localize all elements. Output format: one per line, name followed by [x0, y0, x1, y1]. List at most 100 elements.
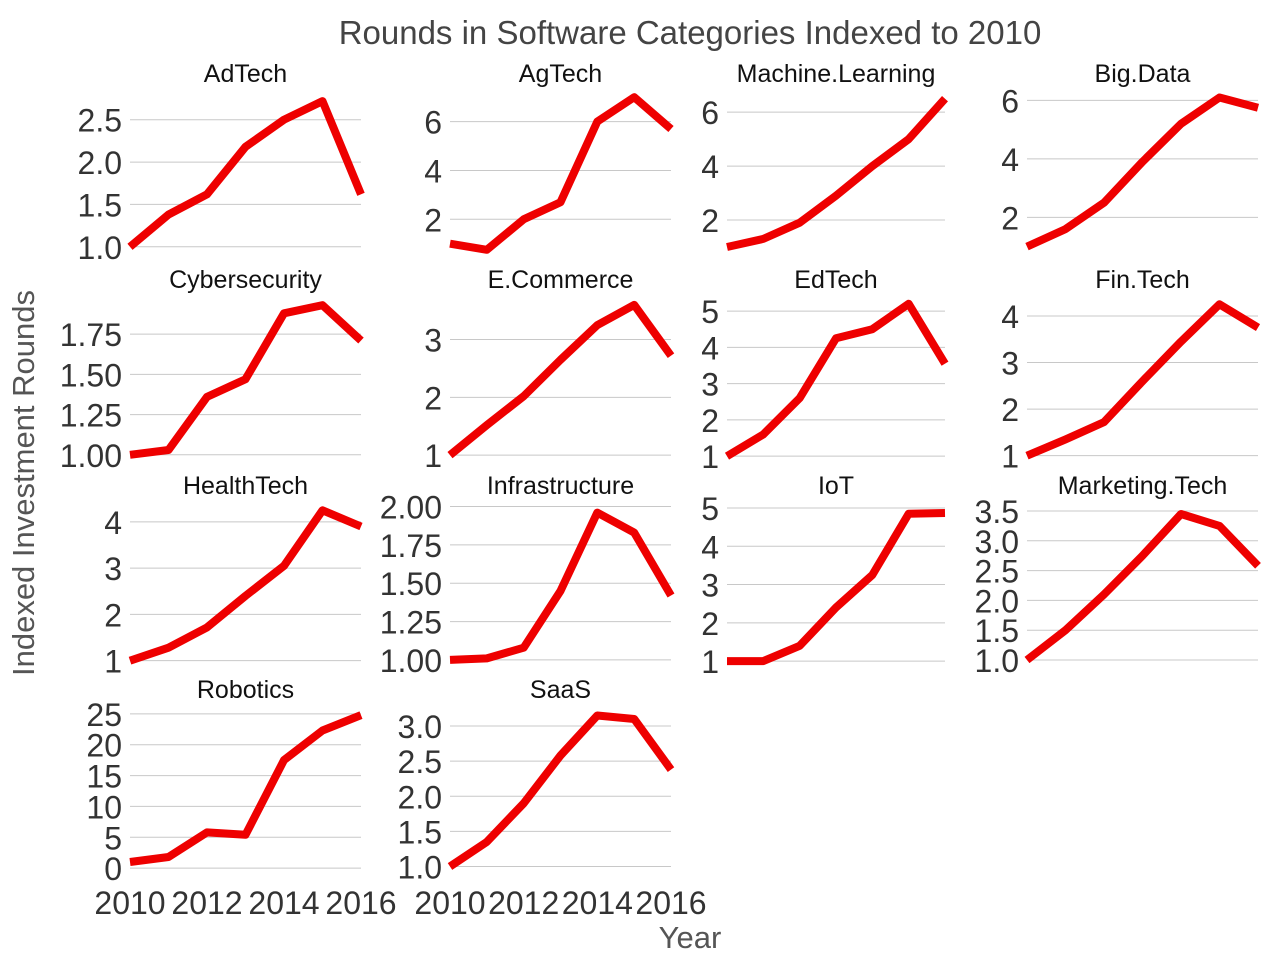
series-line-robotics — [129, 711, 363, 866]
series-line-big-data — [1025, 93, 1260, 251]
y-tick-label-saas-2: 2.0 — [398, 779, 442, 815]
y-tick-label-edtech-4: 5 — [701, 294, 719, 330]
series-line-adtech — [127, 97, 365, 250]
y-tick-label-agtech-0: 2 — [424, 202, 442, 238]
y-tick-label-infrastructure-3: 1.75 — [380, 528, 442, 564]
y-tick-label-e-commerce-0: 1 — [424, 438, 442, 474]
series-line-infrastructure — [449, 508, 675, 664]
y-tick-label-edtech-1: 2 — [701, 403, 719, 439]
series-line-saas — [447, 711, 675, 870]
y-tick-label-healthtech-3: 4 — [104, 505, 122, 541]
panel-cybersecurity: Cybersecurity 1.00 1.25 1.50 1.75 — [60, 266, 364, 474]
series-line-machine-learning — [726, 96, 948, 251]
panel-title-infrastructure: Infrastructure — [487, 472, 634, 500]
y-tick-label-big-data-2: 6 — [1001, 83, 1019, 119]
panel-healthtech: HealthTech 1 2 3 4 — [104, 472, 363, 680]
panel-e-commerce: E.Commerce 1 2 3 — [424, 266, 675, 474]
y-tick-label-robotics-2: 10 — [86, 789, 122, 825]
y-tick-label-saas-1: 1.5 — [398, 814, 442, 850]
y-tick-label-fin-tech-0: 1 — [1001, 439, 1019, 475]
y-tick-label-fin-tech-2: 3 — [1001, 346, 1019, 382]
x-tick-label-robotics-1: 2012 — [171, 885, 242, 921]
y-tick-label-marketing-tech-3: 2.5 — [975, 554, 1019, 590]
panel-title-saas: SaaS — [530, 676, 591, 704]
y-tick-label-marketing-tech-1: 1.5 — [975, 613, 1019, 649]
y-tick-label-infrastructure-4: 2.00 — [380, 489, 442, 525]
y-tick-label-machine-learning-0: 2 — [701, 203, 719, 239]
y-tick-label-robotics-1: 5 — [104, 820, 122, 856]
y-tick-label-edtech-3: 4 — [701, 330, 719, 366]
y-tick-label-iot-2: 3 — [701, 568, 719, 604]
y-tick-label-iot-4: 5 — [701, 491, 719, 527]
y-tick-label-saas-3: 2.5 — [398, 744, 442, 780]
panel-title-edtech: EdTech — [794, 266, 877, 294]
y-tick-label-e-commerce-2: 3 — [424, 323, 442, 359]
y-tick-label-adtech-1: 1.5 — [78, 187, 122, 223]
series-line-healthtech — [128, 506, 363, 665]
series-line-marketing-tech — [1024, 510, 1261, 664]
y-tick-label-cybersecurity-2: 1.50 — [60, 357, 122, 393]
y-tick-label-adtech-0: 1.0 — [78, 230, 122, 266]
y-tick-label-robotics-0: 0 — [104, 851, 122, 887]
panel-title-fin-tech: Fin.Tech — [1095, 266, 1189, 294]
series-line-e-commerce — [447, 300, 675, 459]
y-tick-label-iot-1: 2 — [701, 606, 719, 642]
y-tick-label-agtech-1: 4 — [424, 153, 442, 189]
series-line-agtech — [449, 93, 674, 254]
panel-fin-tech: Fin.Tech 1 2 3 4 — [1001, 266, 1261, 475]
y-tick-label-healthtech-0: 1 — [104, 644, 122, 680]
panel-saas: SaaS 1.01.52.02.53.0 2010 2012 2014 2016 — [398, 676, 707, 921]
y-tick-label-robotics-4: 20 — [86, 728, 122, 764]
y-tick-label-adtech-2: 2.0 — [78, 145, 122, 181]
panel-adtech: AdTech 1.0 1.5 2.0 2.5 — [78, 60, 365, 266]
y-tick-label-iot-0: 1 — [701, 644, 719, 680]
y-tick-label-infrastructure-0: 1.00 — [380, 643, 442, 679]
y-tick-label-marketing-tech-5: 3.5 — [975, 494, 1019, 530]
y-tick-label-machine-learning-2: 6 — [701, 95, 719, 131]
series-line-fin-tech — [1025, 300, 1261, 460]
y-tick-label-adtech-3: 2.5 — [78, 103, 122, 139]
panel-infrastructure: Infrastructure 1.001.251.501.752.00 — [380, 472, 675, 679]
y-tick-label-iot-3: 4 — [701, 529, 719, 565]
y-tick-label-infrastructure-2: 1.50 — [380, 566, 442, 602]
y-tick-label-infrastructure-1: 1.25 — [380, 605, 442, 641]
y-tick-label-edtech-0: 1 — [701, 439, 719, 475]
y-tick-label-agtech-2: 6 — [424, 105, 442, 141]
x-tick-label-saas-3: 2016 — [635, 885, 706, 921]
panel-marketing-tech: Marketing.Tech 1.01.52.02.53.03.5 — [975, 472, 1261, 679]
y-tick-label-saas-0: 1.0 — [398, 849, 442, 885]
panel-title-agtech: AgTech — [519, 60, 602, 88]
y-tick-label-cybersecurity-1: 1.25 — [60, 398, 122, 434]
y-tick-label-cybersecurity-3: 1.75 — [60, 317, 122, 353]
y-tick-label-machine-learning-1: 4 — [701, 149, 719, 185]
x-tick-label-robotics-0: 2010 — [94, 885, 165, 921]
y-tick-label-marketing-tech-0: 1.0 — [975, 643, 1019, 679]
y-axis-title: Indexed Investment Rounds — [6, 290, 41, 676]
panel-title-healthtech: HealthTech — [183, 472, 308, 500]
y-tick-label-healthtech-1: 2 — [104, 597, 122, 633]
panel-title-adtech: AdTech — [204, 60, 287, 88]
y-tick-label-marketing-tech-4: 3.0 — [975, 524, 1019, 560]
panel-title-robotics: Robotics — [197, 676, 294, 704]
series-line-cybersecurity — [129, 301, 364, 459]
y-tick-label-saas-4: 3.0 — [398, 709, 442, 745]
y-tick-label-robotics-3: 15 — [86, 759, 122, 795]
x-tick-label-saas-1: 2012 — [488, 885, 559, 921]
y-tick-label-marketing-tech-2: 2.0 — [975, 583, 1019, 619]
y-tick-label-edtech-2: 3 — [701, 367, 719, 403]
panel-title-marketing-tech: Marketing.Tech — [1058, 472, 1228, 500]
panel-title-big-data: Big.Data — [1095, 60, 1191, 88]
y-tick-label-fin-tech-3: 4 — [1001, 299, 1019, 335]
panel-title-cybersecurity: Cybersecurity — [169, 266, 322, 294]
y-tick-label-e-commerce-1: 2 — [424, 380, 442, 416]
panel-agtech: AgTech 2 4 6 — [424, 60, 674, 254]
y-tick-label-healthtech-2: 3 — [104, 551, 122, 587]
panel-title-machine-learning: Machine.Learning — [737, 60, 936, 88]
y-tick-label-big-data-1: 4 — [1001, 142, 1019, 178]
x-tick-label-robotics-2: 2014 — [248, 885, 319, 921]
y-tick-label-robotics-5: 25 — [86, 697, 122, 733]
